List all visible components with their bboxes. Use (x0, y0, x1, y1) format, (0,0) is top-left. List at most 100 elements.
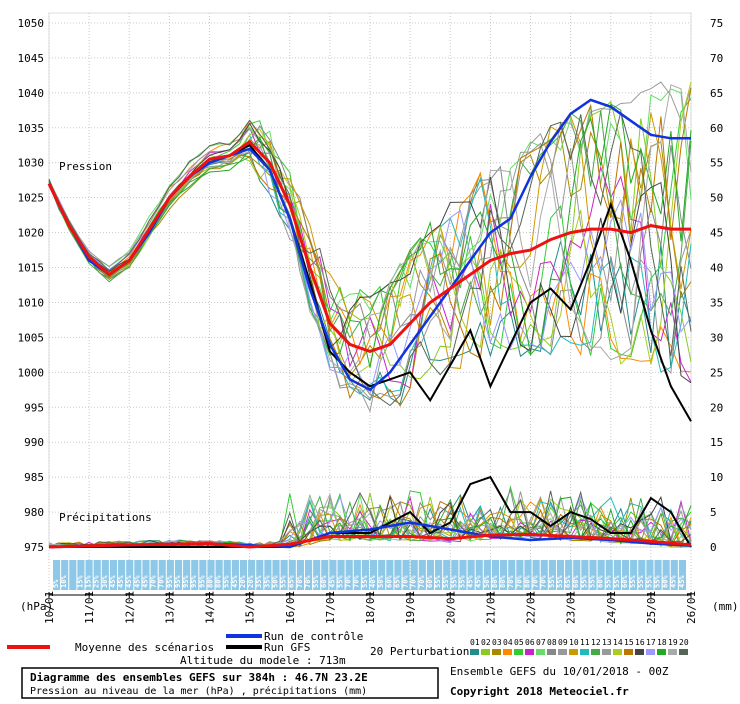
legend-gfs-label: Run GFS (264, 641, 310, 654)
probability-cell (329, 560, 337, 590)
perturbation-legend-swatch (679, 649, 688, 655)
probability-cell (134, 560, 142, 590)
probability-cell (532, 560, 540, 590)
right-tick-label: 25 (710, 366, 723, 379)
right-tick-label: 65 (710, 87, 723, 100)
probability-label: 95% (190, 575, 198, 588)
probability-cell (394, 560, 402, 590)
probability-cell (109, 560, 118, 590)
probability-cell (353, 560, 361, 590)
probability-label: 45% (231, 575, 239, 588)
probability-label: 45% (467, 575, 475, 588)
probability-cell (451, 560, 459, 590)
probability-cell (158, 560, 166, 590)
probability-label: 55% (605, 575, 613, 588)
probability-cell (540, 560, 548, 590)
probability-label: 55% (548, 575, 556, 588)
perturbation-legend-swatch (525, 649, 534, 655)
probability-cell (272, 560, 280, 590)
perturbation-03-pressure-line (48, 130, 692, 377)
perturbation-legend-id: 15 (624, 638, 634, 647)
probability-label: 65% (564, 575, 572, 588)
probability-label: 45% (109, 575, 117, 588)
probability-cell (597, 560, 605, 590)
probability-cell (491, 560, 500, 590)
probability-label: 55% (637, 575, 645, 588)
probability-cell (85, 560, 93, 590)
probability-cell (670, 560, 678, 590)
gfs-precip-line (49, 475, 692, 548)
model-altitude: Altitude du modele : 713m (180, 654, 346, 667)
probability-cell (231, 560, 239, 590)
perturbation-legend-swatch (547, 649, 556, 655)
probability-cell (223, 560, 231, 590)
left-tick-label: 1045 (18, 52, 45, 65)
right-tick-label: 0 (710, 541, 717, 554)
probability-label: 55% (442, 575, 450, 588)
probability-cell (573, 560, 581, 590)
probability-label: 60% (320, 575, 328, 588)
probability-cell (142, 560, 150, 590)
left-axis-unit: (hPa) (20, 600, 53, 613)
perturbation-legend-swatch (536, 649, 545, 655)
perturbation-legend-id: 07 (536, 638, 546, 647)
probability-label: 55% (653, 575, 661, 588)
probability-label: 50% (271, 575, 279, 588)
probability-label: 60% (572, 575, 580, 588)
probability-cell (581, 560, 589, 590)
chart-subtitle: Pression au niveau de la mer (hPa) , pré… (30, 685, 367, 697)
right-tick-label: 20 (710, 401, 723, 414)
perturbation-legend-swatch (481, 649, 490, 655)
probability-label: 95% (182, 575, 190, 588)
perturbation-legend-swatch (514, 649, 523, 655)
perturbation-legend-id: 14 (613, 638, 623, 647)
probability-cell (621, 560, 630, 590)
probability-cell (207, 560, 215, 590)
probability-label: 55% (613, 575, 621, 588)
probability-cell (613, 560, 621, 590)
probability-cell (264, 560, 272, 590)
probability-label: 80% (491, 575, 499, 588)
x-date-label: 16/01 (284, 591, 297, 624)
probability-cell (361, 560, 369, 590)
x-date-label: 22/01 (525, 591, 538, 624)
perturbation-legend-id: 03 (492, 638, 502, 647)
probability-cell (426, 560, 435, 590)
probability-label: 10% (60, 575, 68, 588)
left-tick-label: 975 (24, 541, 44, 554)
probability-cell (443, 560, 451, 590)
probability-cell (516, 560, 524, 590)
x-date-label: 24/01 (605, 591, 618, 624)
perturbation-legend-id: 08 (547, 638, 557, 647)
right-tick-label: 15 (710, 436, 723, 449)
probability-cell (475, 560, 483, 590)
probability-cell (239, 560, 248, 590)
left-tick-label: 980 (24, 506, 44, 519)
probability-cell (215, 560, 223, 590)
probability-cell (183, 560, 191, 590)
probability-cell (410, 560, 418, 590)
probability-cell (483, 560, 491, 590)
probability-label: 25% (93, 575, 101, 588)
probability-label: 95% (198, 575, 206, 588)
perturbation-legend-id: 11 (580, 638, 590, 647)
probability-label: 50% (483, 575, 491, 588)
probability-cell (435, 560, 443, 590)
left-tick-label: 1040 (18, 87, 45, 100)
title-box (21, 667, 439, 699)
probability-cell (61, 560, 69, 590)
perturbation-legend-swatch (492, 649, 501, 655)
right-tick-label: 50 (710, 192, 723, 205)
probability-label: 70% (353, 575, 361, 588)
probability-label: 15% (85, 575, 93, 588)
perturbation-legend-id: 02 (481, 638, 491, 647)
probability-label: 55% (629, 575, 637, 588)
probability-label: 60% (662, 575, 670, 588)
probability-label: 20% (247, 575, 255, 588)
probability-label: 55% (450, 575, 458, 588)
x-date-label: 15/01 (244, 591, 257, 624)
probability-label: 70% (158, 575, 166, 588)
perturbation-legend: 01 02 03 04 05 06 07 08 09 10 11 12 13 14 15 16 17 18 19 20 (470, 638, 689, 655)
